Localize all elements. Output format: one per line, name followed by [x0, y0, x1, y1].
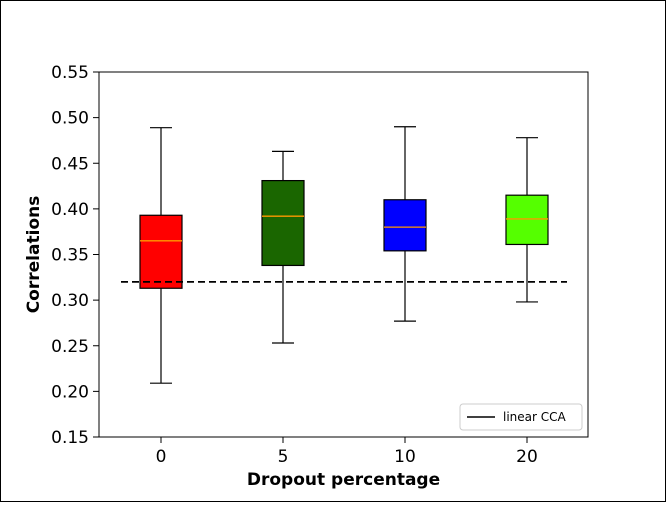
- y-axis-title: Correlations: [24, 196, 44, 314]
- box-group-10: [383, 126, 427, 322]
- box-group-20: [505, 137, 549, 303]
- box-group-0: [139, 127, 183, 384]
- y-axis: 0.15 0.20 0.25 0.30 0.35 0.40 0.45 0.50 0.55: [51, 63, 99, 448]
- y-tick-label: 0.40: [51, 200, 89, 220]
- legend: linear CCA: [459, 403, 583, 431]
- y-tick-label: 0.15: [51, 428, 89, 448]
- y-tick-label: 0.55: [51, 63, 89, 83]
- y-tick-label: 0.30: [51, 291, 89, 311]
- box-iqr: [261, 179, 305, 267]
- x-tick-label: 10: [394, 447, 416, 467]
- y-tick-label: 0.45: [51, 154, 89, 174]
- x-tick-label: 5: [278, 447, 289, 467]
- y-tick-label: 0.50: [51, 109, 89, 129]
- box-iqr: [139, 214, 183, 289]
- y-tick-label: 0.20: [51, 382, 89, 402]
- box-iqr: [383, 199, 427, 252]
- legend-box: [459, 403, 583, 431]
- y-tick-label: 0.35: [51, 246, 89, 266]
- box-iqr: [505, 194, 549, 246]
- legend-label-linear-cca: linear CCA: [503, 410, 567, 424]
- x-axis-title: Dropout percentage: [247, 470, 440, 490]
- x-tick-label: 20: [516, 447, 538, 467]
- x-tick-label: 0: [156, 447, 167, 467]
- y-tick-label: 0.25: [51, 337, 89, 357]
- plot-content: [121, 126, 567, 384]
- x-axis: 0 5 10 20: [156, 437, 538, 467]
- box-group-5: [261, 150, 305, 344]
